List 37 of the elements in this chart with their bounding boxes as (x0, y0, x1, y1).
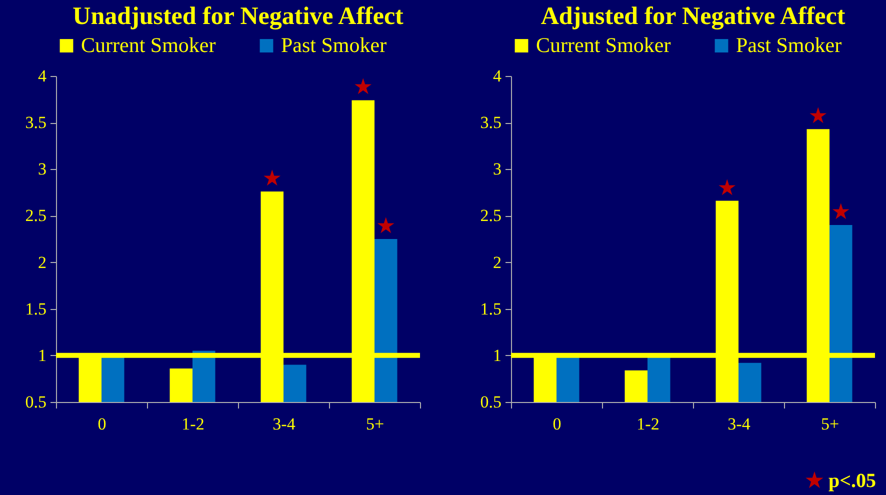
annotation: ★ (808, 104, 828, 130)
annotation: ★ (353, 75, 373, 100)
y-tick-label: 0.5 (480, 392, 502, 412)
annotation: ★ (376, 214, 396, 239)
text: ★ p<.05 (805, 469, 876, 493)
y-tick-label: 2 (493, 252, 502, 272)
legend-label: Current Smoker (536, 32, 671, 57)
legend-label: Past Smoker (736, 32, 842, 57)
y-tick-label: 4 (38, 66, 47, 86)
y-tick-label: 3 (493, 160, 502, 179)
x-tick-label: 0 (98, 414, 106, 434)
x-tick-label: 1-2 (636, 414, 660, 434)
annotation: ★ (262, 166, 282, 192)
x-tick-label: 1-2 (182, 414, 204, 434)
y-tick-label: 1 (38, 346, 46, 365)
y-tick-label: 4 (493, 66, 502, 86)
legend-label: Past Smoker (281, 32, 387, 57)
x-tick-label: 5+ (366, 414, 384, 434)
y-tick-label: 2.5 (25, 206, 46, 226)
y-tick-label: 3.5 (480, 113, 502, 132)
chart-title: Unadjusted for Negative Affect (72, 3, 404, 30)
y-tick-label: 3 (38, 160, 46, 179)
x-tick-label: 5+ (820, 414, 840, 434)
x-tick-label: 3-4 (272, 414, 296, 434)
y-tick-label: 1.5 (480, 299, 502, 318)
x-tick-label: 0 (552, 414, 562, 434)
chart-title: Adjusted for Negative Affect (540, 3, 846, 30)
y-tick-label: 1.5 (25, 299, 46, 318)
y-tick-label: 2.5 (480, 206, 502, 226)
y-tick-label: 1 (493, 346, 502, 365)
y-tick-label: 0.5 (25, 392, 46, 412)
y-tick-label: 2 (38, 252, 46, 272)
x-tick-label: 3-4 (728, 414, 751, 434)
annotation: ★ (717, 176, 737, 201)
legend-label: Current Smoker (81, 32, 216, 57)
annotation: ★ (831, 200, 851, 226)
y-tick-label: 3.5 (25, 113, 46, 132)
